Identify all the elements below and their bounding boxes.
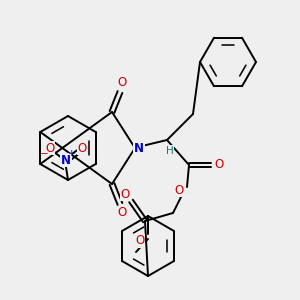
Text: O: O <box>135 235 145 248</box>
Text: +: + <box>67 149 75 158</box>
Text: O: O <box>214 158 224 172</box>
Text: O: O <box>174 184 184 196</box>
Text: −: − <box>40 149 48 159</box>
Text: O: O <box>117 76 127 89</box>
Text: H: H <box>166 146 174 156</box>
Text: N: N <box>61 154 71 166</box>
Text: N: N <box>134 142 144 154</box>
Text: O: O <box>77 142 87 154</box>
Text: O: O <box>117 206 127 220</box>
Text: O: O <box>45 142 55 154</box>
Text: O: O <box>120 188 130 200</box>
